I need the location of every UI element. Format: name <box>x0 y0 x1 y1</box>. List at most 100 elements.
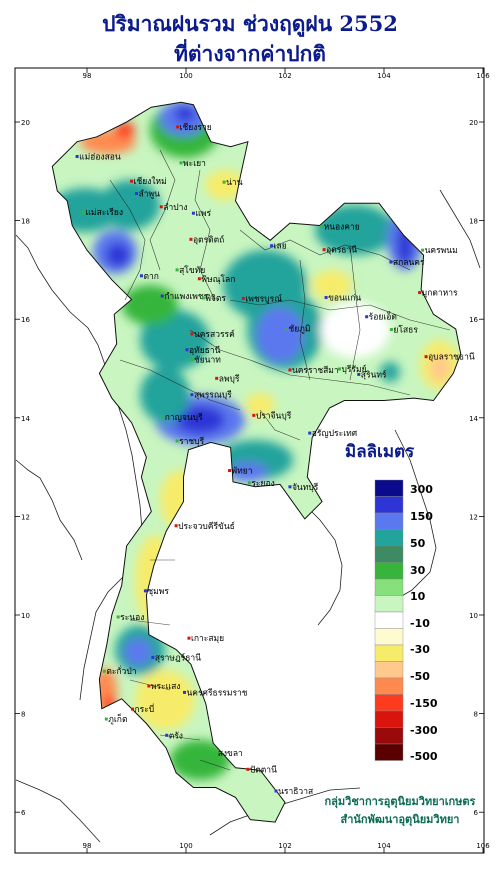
legend: 300 150 50 30 10 -10 -30 -50 -150 -300 -500 <box>374 479 438 763</box>
place-label: อุทัยธานี <box>189 345 221 356</box>
place-label: นครสวรรค์ <box>194 329 235 340</box>
place-label: สุโขทัย <box>179 265 205 276</box>
station-marker <box>179 161 183 165</box>
place-label: แพร่ <box>195 209 211 219</box>
place-label: เกาะสมุย <box>191 634 224 644</box>
station-marker <box>139 274 143 278</box>
map-title-line2: ที่ต่างจากค่าปกติ <box>174 41 326 66</box>
legend-swatch <box>374 694 404 712</box>
station-marker <box>288 485 292 489</box>
legend-label: 300 <box>410 483 433 496</box>
legend-swatch <box>374 562 404 580</box>
station-marker <box>324 296 328 300</box>
place-label: มุกดาหาร <box>422 289 458 299</box>
place-label: นครราชสีมา <box>292 365 339 376</box>
station-marker <box>187 636 191 640</box>
station-marker <box>82 210 86 214</box>
neighbor-coastlines <box>15 189 481 843</box>
legend-label: 30 <box>410 564 426 577</box>
station-marker <box>274 789 278 793</box>
lat-tick-label-left: 6 <box>21 809 26 817</box>
station-marker <box>102 669 106 673</box>
station-marker <box>357 372 361 376</box>
station-marker <box>75 155 79 159</box>
place-label: สุราษฎร์ธานี <box>155 652 201 663</box>
station-marker <box>151 655 155 659</box>
place-label: ระยอง <box>251 479 274 489</box>
place-label: ลำพูน <box>139 189 161 199</box>
station-marker <box>252 413 256 417</box>
station-marker <box>424 355 428 359</box>
station-marker <box>222 180 226 184</box>
legend-swatch <box>374 496 404 514</box>
place-label: ตาก <box>143 272 158 282</box>
legend-swatch <box>374 661 404 679</box>
place-label: ตะกั่วป่า <box>106 665 136 677</box>
credit-line2: สำนักพัฒนาอุตุนิยมวิทยา <box>340 813 460 826</box>
station-marker <box>161 415 165 419</box>
place-label: เชียงราย <box>180 122 212 133</box>
place-label: อุดรธานี <box>326 245 357 256</box>
legend-swatch <box>374 710 404 728</box>
lon-tick-label-top: 98 <box>83 72 92 80</box>
station-marker <box>215 376 219 380</box>
place-label: ยโสธร <box>393 325 418 336</box>
place-label: ปราจีนบุรี <box>256 410 292 421</box>
lat-tick-label-left: 14 <box>21 415 30 423</box>
place-label: บุรีรัมย์ <box>341 364 366 375</box>
lat-tick-label-left: 18 <box>21 218 30 226</box>
legend-swatch <box>374 677 404 695</box>
place-label: ภูเก็ต <box>108 713 127 725</box>
legend-label: 10 <box>410 590 426 603</box>
lat-tick-label-right: 14 <box>469 415 478 423</box>
station-marker <box>322 248 326 252</box>
place-label: ร้อยเอ็ด <box>369 311 397 323</box>
place-label: เลย <box>274 242 287 252</box>
lat-tick-label-left: 10 <box>21 612 30 620</box>
legend-label: -150 <box>410 697 438 710</box>
legend-swatch <box>374 595 404 613</box>
lon-tick-label-bottom: 102 <box>278 842 291 850</box>
station-marker <box>175 268 179 272</box>
place-label: พิจิตร <box>205 294 226 304</box>
lon-tick-label-bottom: 106 <box>476 842 490 850</box>
place-label: กำแพงเพชร <box>164 292 208 302</box>
lat-tick-label-right: 16 <box>469 316 478 324</box>
legend-swatch <box>374 727 404 745</box>
place-label: เพชรบูรณ์ <box>245 293 282 304</box>
station-marker <box>284 327 288 331</box>
place-label: น่าน <box>226 178 243 188</box>
station-marker <box>421 248 425 252</box>
station-marker <box>389 260 393 264</box>
station-marker <box>241 296 245 300</box>
station-marker <box>176 125 180 129</box>
place-label: กระบี่ <box>135 703 155 715</box>
lon-tick-label-top: 102 <box>278 72 291 80</box>
legend-label: -10 <box>410 617 430 630</box>
station-marker <box>175 439 179 443</box>
station-marker <box>190 393 194 397</box>
lat-tick-label-left: 20 <box>21 119 30 127</box>
lat-tick-label-left: 16 <box>21 316 30 324</box>
lat-tick-label-right: 18 <box>469 218 478 226</box>
legend-label: 150 <box>410 510 433 523</box>
legend-swatch <box>374 628 404 646</box>
lat-tick-label-right: 6 <box>474 809 479 817</box>
legend-swatch <box>374 578 404 596</box>
station-marker <box>165 733 169 737</box>
legend-title: มิลลิเมตร <box>345 442 415 462</box>
lon-tick-label-bottom: 100 <box>179 842 192 850</box>
place-label: พัทยา <box>232 467 253 477</box>
station-marker <box>191 211 195 215</box>
station-marker <box>308 431 312 435</box>
place-label: สงขลา <box>218 749 243 759</box>
legend-swatch <box>374 611 404 629</box>
place-label: สุพรรณบุรี <box>194 390 232 401</box>
station-marker <box>143 589 147 593</box>
place-label: นครศรีธรรมราช <box>187 687 248 698</box>
station-marker <box>135 191 138 195</box>
place-label: ประจวบคีรีขันธ์ <box>178 521 235 532</box>
lon-tick-label-top: 106 <box>476 72 490 80</box>
station-marker <box>116 615 120 619</box>
